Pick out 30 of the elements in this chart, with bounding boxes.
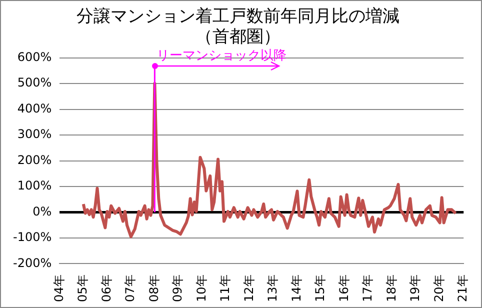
x-tick-label: 17年	[360, 274, 375, 302]
y-tick-label: 400%	[17, 101, 52, 116]
x-tick-label: 18年	[384, 274, 398, 302]
x-tick-label: 08年	[146, 274, 161, 302]
x-tick-label: 20年	[432, 274, 446, 302]
x-tick-label: 19年	[408, 274, 422, 302]
x-tick-label: 14年	[289, 274, 304, 302]
ref-line-label: リーマンショック以降	[156, 48, 287, 64]
x-tick-label: 16年	[336, 274, 351, 302]
x-tick-label: 05年	[76, 274, 90, 302]
x-tick-label: 13年	[266, 274, 280, 302]
x-tick-label: 10年	[194, 274, 208, 302]
x-tick-label: 12年	[242, 274, 256, 302]
x-tick-label: 15年	[313, 274, 328, 302]
chart-title: 分譲マンション着工戸数前年同月比の増減	[76, 6, 400, 27]
y-tick-label: 100%	[17, 178, 52, 193]
x-tick-label: 04年	[52, 274, 66, 302]
y-tick-label: -100%	[12, 230, 52, 244]
x-tick-label: 11年	[218, 274, 232, 302]
y-tick-label: 200%	[17, 152, 52, 167]
y-tick-label: 300%	[17, 127, 52, 142]
y-tick-label: 600%	[17, 50, 52, 64]
x-tick-label: 21年	[456, 274, 470, 302]
y-tick-label: 0%	[32, 204, 52, 218]
x-tick-label: 06年	[99, 274, 114, 302]
x-tick-label: 07年	[123, 274, 138, 302]
y-tick-label: -200%	[12, 256, 52, 270]
x-tick-label: 09年	[170, 274, 185, 302]
y-tick-label: 500%	[17, 76, 52, 90]
chart-subtitle: （首都圏）	[196, 27, 280, 48]
